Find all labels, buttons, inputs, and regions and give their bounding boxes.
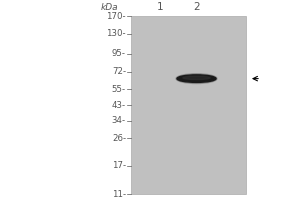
Ellipse shape — [176, 74, 217, 84]
Text: 55-: 55- — [112, 85, 126, 94]
Text: 2: 2 — [193, 2, 200, 12]
Text: 34-: 34- — [112, 116, 126, 125]
Text: 1: 1 — [157, 2, 164, 12]
Text: kDa: kDa — [101, 3, 118, 12]
Ellipse shape — [177, 75, 216, 82]
Text: 17-: 17- — [112, 161, 126, 170]
Text: 26-: 26- — [112, 134, 126, 143]
Text: 43-: 43- — [112, 101, 126, 110]
Text: 72-: 72- — [112, 67, 126, 76]
Bar — [130, 16, 246, 194]
Text: 130-: 130- — [106, 29, 126, 38]
Text: 95-: 95- — [112, 49, 126, 58]
Ellipse shape — [183, 76, 210, 80]
Text: 170-: 170- — [106, 12, 126, 21]
Text: 11-: 11- — [112, 190, 126, 199]
